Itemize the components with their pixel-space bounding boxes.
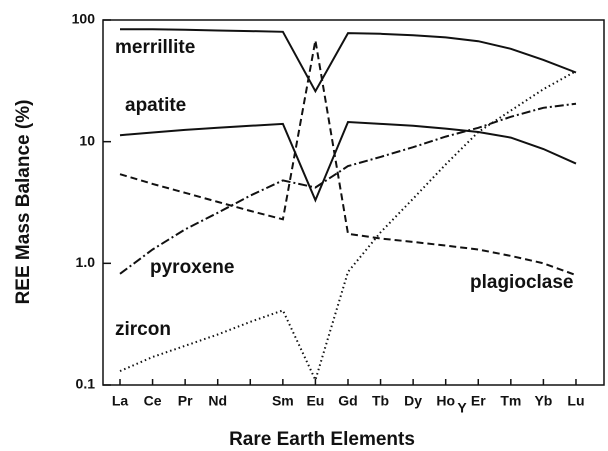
x-tick-label: Ce — [144, 393, 162, 409]
x-tick-label: Dy — [404, 393, 422, 409]
x-tick-label: Eu — [306, 393, 324, 409]
x-tick-label: Nd — [208, 393, 227, 409]
annotation: Y — [457, 400, 467, 416]
series-line — [120, 28, 577, 94]
x-tick-label: La — [112, 393, 129, 409]
x-axis-title: Rare Earth Elements — [229, 429, 415, 450]
series-line — [119, 102, 577, 275]
y-tick-label: 100 — [72, 11, 96, 27]
x-tick-label: Er — [471, 393, 486, 409]
x-tick-label: Sm — [272, 393, 294, 409]
x-tick-label: Tm — [500, 393, 521, 409]
series-line — [119, 40, 577, 277]
x-tick-label: Lu — [567, 393, 584, 409]
plot-frame — [102, 19, 605, 386]
series-label: plagioclase — [470, 272, 574, 293]
series-label: zircon — [115, 319, 171, 340]
x-tick-label: Pr — [178, 393, 193, 409]
y-tick-label: 1.0 — [76, 254, 96, 270]
series-line — [119, 120, 577, 203]
y-axis-title: REE Mass Balance (%) — [13, 100, 34, 305]
x-tick-label: Yb — [534, 393, 552, 409]
x-tick-label: Gd — [338, 393, 357, 409]
series-label: merrillite — [115, 37, 195, 58]
y-tick-label: 10 — [79, 132, 95, 148]
x-tick-label: Tb — [372, 393, 389, 409]
series-line — [119, 70, 577, 383]
x-tick-label: Ho — [436, 393, 455, 409]
series-label: apatite — [125, 95, 186, 116]
series-label: pyroxene — [150, 257, 234, 278]
y-tick-label: 0.1 — [76, 376, 96, 392]
